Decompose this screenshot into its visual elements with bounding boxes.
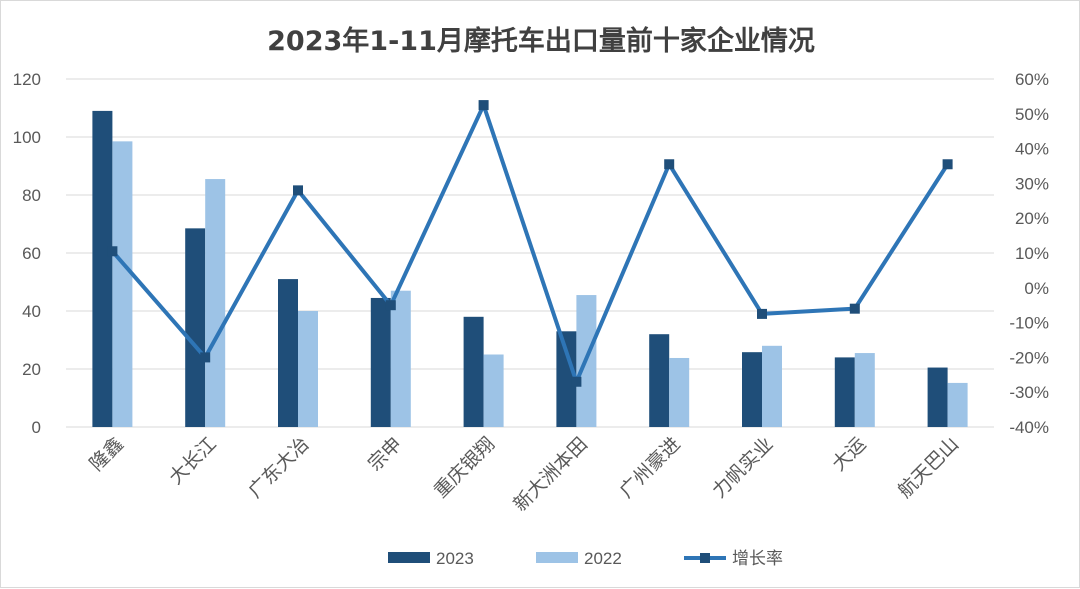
legend-swatch-2022 — [536, 552, 578, 563]
growth-marker — [757, 308, 767, 319]
bar-2023 — [556, 331, 577, 427]
growth-marker — [293, 185, 303, 196]
growth-line — [110, 103, 950, 384]
growth-marker — [107, 246, 118, 257]
right-axis-tick-label: -30% — [1009, 383, 1049, 402]
bar-2023 — [370, 297, 391, 427]
legend-swatch-2023 — [388, 552, 430, 563]
category-labels: 隆鑫 大长江 广东大冶 宗申 重庆银翔 新大洲本田 广州豪进 力帆实业 大运 航天巴山 — [85, 433, 963, 516]
bar-2023 — [185, 228, 206, 427]
right-axis-tick-label: -10% — [1009, 314, 1049, 333]
growth-line-series — [107, 100, 953, 387]
category-label: 重庆银翔 — [430, 433, 499, 502]
bar-2022 — [854, 353, 875, 427]
bar-2022 — [947, 382, 968, 427]
growth-marker — [664, 159, 675, 170]
right-axis-ticks: -40% -30% -20% -10% 0% 10% 20% 30% 40% 50% 60% — [1009, 70, 1049, 437]
left-axis-tick-label: 20 — [22, 360, 41, 379]
left-axis-tick-label: 0 — [32, 418, 41, 437]
bar-2023 — [463, 316, 484, 427]
right-axis-tick-label: 40% — [1015, 140, 1049, 159]
bar-2022 — [390, 290, 411, 427]
right-axis-tick-label: 10% — [1015, 244, 1049, 263]
category-label: 宗申 — [364, 433, 406, 475]
bar-2022 — [669, 357, 690, 427]
category-label: 广东大冶 — [244, 433, 313, 502]
category-label: 大运 — [828, 433, 870, 475]
right-axis-tick-label: 30% — [1015, 174, 1049, 193]
category-label: 航天巴山 — [894, 433, 963, 502]
category-label: 隆鑫 — [85, 433, 127, 475]
category-label: 力帆实业 — [708, 433, 777, 502]
chart-title: 2023年1-11月摩托车出口量前十家企业情况 — [267, 25, 815, 57]
left-axis-ticks: 0 20 40 60 80 100 120 — [13, 70, 41, 437]
left-axis-tick-label: 60 — [22, 244, 41, 263]
right-axis-tick-label: 20% — [1015, 209, 1049, 228]
bar-2023 — [927, 367, 948, 427]
right-axis-tick-label: 0% — [1024, 279, 1049, 298]
bar-2023 — [92, 110, 113, 428]
category-label: 大长江 — [165, 433, 221, 489]
legend-label-2023: 2023 — [436, 549, 474, 568]
bar-2022 — [483, 354, 504, 427]
bar-series — [92, 110, 968, 428]
growth-marker — [478, 100, 489, 111]
legend: 2023 2022 增长率 — [388, 549, 783, 568]
growth-marker — [385, 300, 396, 311]
bar-2022 — [762, 345, 782, 427]
legend-label-2022: 2022 — [584, 549, 622, 568]
bar-2022 — [112, 141, 133, 427]
bar-2023 — [278, 279, 298, 427]
right-axis-tick-label: 60% — [1015, 70, 1049, 89]
legend-marker-增长率 — [700, 553, 710, 563]
left-axis-tick-label: 40 — [22, 302, 41, 321]
right-axis-tick-label: -20% — [1009, 348, 1049, 367]
bar-2023 — [649, 334, 670, 427]
growth-marker — [571, 376, 582, 387]
left-axis-tick-label: 100 — [13, 128, 41, 147]
bar-2023 — [834, 357, 855, 427]
left-axis-tick-label: 120 — [13, 70, 41, 89]
category-label: 广州豪进 — [615, 433, 684, 502]
right-axis-tick-label: -40% — [1009, 418, 1049, 437]
bar-2022 — [205, 179, 226, 427]
bar-2022 — [298, 311, 318, 427]
growth-marker — [849, 303, 860, 314]
bar-2023 — [742, 352, 762, 427]
growth-marker — [200, 352, 211, 363]
legend-label-增长率: 增长率 — [732, 549, 783, 568]
left-axis-tick-label: 80 — [22, 186, 41, 205]
growth-marker — [942, 159, 953, 170]
right-axis-tick-label: 50% — [1015, 105, 1049, 124]
category-label: 新大洲本田 — [509, 433, 592, 516]
